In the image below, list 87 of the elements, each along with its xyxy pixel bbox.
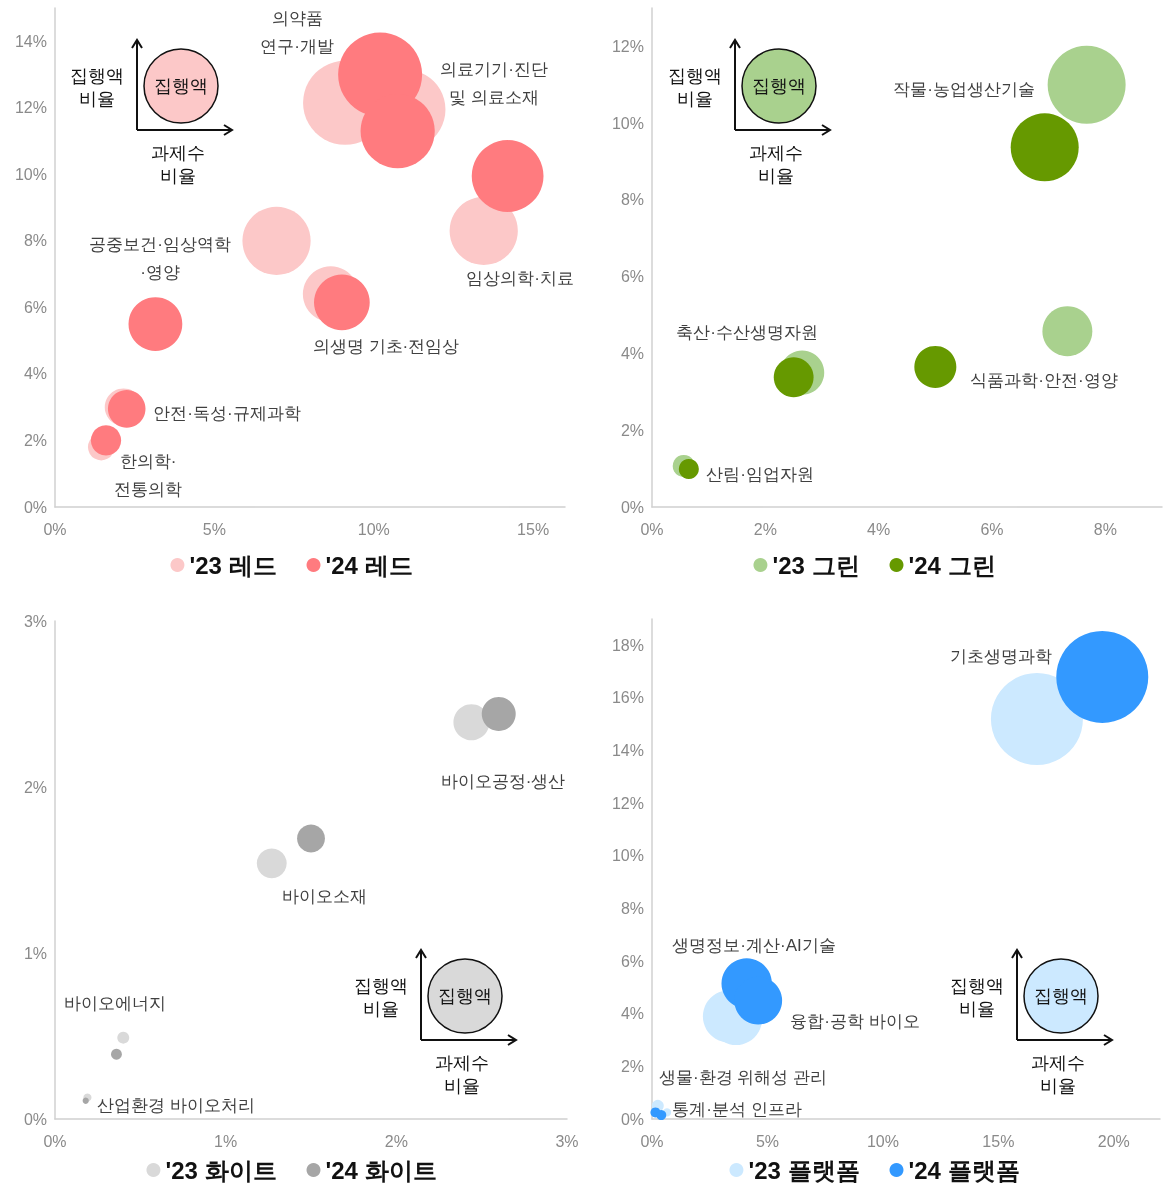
x-tick-label: 5% [202, 520, 226, 538]
annotation: 작물·농업생산기술 [893, 79, 1035, 99]
annotation: 바이오공정·생산 [440, 771, 566, 791]
annotation: 통계·분석 인프라 [672, 1099, 802, 1119]
y-tick-label: 0% [620, 1110, 644, 1128]
annotation: 의약품 연구·개발 [260, 8, 334, 56]
annotation: 바이오소재 [281, 886, 367, 906]
annotation: 바이오에너지 [64, 993, 166, 1013]
x-tick-label: 10% [866, 1132, 899, 1150]
x-tick-label: 10% [357, 520, 390, 538]
x-tick-label: 2% [384, 1132, 408, 1150]
y-tick-label: 2% [23, 778, 47, 796]
y-tick-label: 6% [620, 952, 644, 970]
y-tick-label: 0% [620, 498, 644, 516]
y-tick-label: 2% [620, 421, 644, 439]
legend-label: '23 레드 [189, 551, 277, 579]
annotation: 산업환경 바이오처리 [97, 1095, 255, 1115]
annotation: 집행액 비율 [70, 65, 124, 111]
y-tick-label: 8% [620, 899, 644, 917]
y-tick-label: 12% [14, 99, 47, 117]
y-tick-label: 2% [620, 1057, 644, 1075]
x-tick-label: 20% [1097, 1132, 1130, 1150]
annotation: 집행액 비율 [950, 975, 1004, 1021]
legend-label: '24 플랫폼 [908, 1156, 1020, 1184]
y-tick-label: 10% [14, 165, 47, 183]
y-tick-label: 10% [611, 114, 644, 132]
y-tick-label: 2% [23, 431, 47, 449]
y-tick-label: 8% [620, 191, 644, 209]
y-tick-label: 10% [611, 847, 644, 865]
annotation: 산림·임업자원 [706, 464, 814, 484]
legend-label: '23 플랫폼 [748, 1156, 860, 1184]
annotation: 집행액 비율 [668, 65, 722, 111]
y-tick-label: 14% [14, 32, 47, 50]
annotation: 안전·독성·규제과학 [153, 403, 301, 423]
y-tick-label: 12% [611, 37, 644, 55]
annotation: 생물·환경 위해성 관리 [658, 1067, 828, 1087]
annotation: 집행액 [1034, 984, 1088, 1008]
y-tick-label: 12% [611, 794, 644, 812]
x-tick-label: 0% [43, 1132, 67, 1150]
x-tick-label: 2% [753, 520, 777, 538]
annotation: 의료기기·진단 및 의료소재 [440, 59, 548, 107]
x-tick-label: 1% [214, 1132, 238, 1150]
annotation: 의생명 기초·전임상 [312, 336, 460, 356]
y-tick-label: 16% [611, 689, 644, 707]
legend-label: '23 그린 [772, 551, 860, 579]
annotation: 임상의학·치료 [466, 268, 574, 288]
annotation: 과제수 비율 [749, 142, 803, 188]
y-tick-label: 4% [23, 365, 47, 383]
annotation: 집행액 [752, 74, 806, 98]
y-tick-label: 0% [23, 498, 47, 516]
x-tick-label: 0% [640, 520, 664, 538]
legend-label: '24 그린 [908, 551, 996, 579]
annotation: 기초생명과학 [950, 646, 1052, 666]
x-tick-label: 0% [43, 520, 67, 538]
y-tick-label: 18% [611, 636, 644, 654]
y-tick-label: 4% [620, 344, 644, 362]
annotation: 한의학· 전통의학 [114, 451, 182, 499]
y-tick-label: 0% [23, 1110, 47, 1128]
legend-label: '23 화이트 [165, 1156, 277, 1184]
y-tick-label: 8% [23, 232, 47, 250]
annotation: 과제수 비율 [1031, 1052, 1085, 1098]
annotation: 집행액 비율 [354, 975, 408, 1021]
annotation: 축산·수산생명자원 [676, 322, 818, 342]
x-tick-label: 8% [1093, 520, 1117, 538]
x-tick-label: 5% [755, 1132, 780, 1150]
annotation: 생명정보·계산·AI기술 [672, 935, 836, 955]
y-tick-label: 6% [23, 298, 47, 316]
x-tick-label: 3% [555, 1132, 579, 1150]
x-tick-label: 6% [980, 520, 1004, 538]
legend-label: '24 레드 [325, 551, 413, 579]
x-tick-label: 15% [517, 520, 550, 538]
annotation: 집행액 [438, 984, 492, 1008]
annotation: 과제수 비율 [151, 142, 205, 188]
annotation: 과제수 비율 [435, 1052, 489, 1098]
y-tick-label: 14% [611, 742, 644, 760]
annotation: 집행액 [154, 74, 208, 98]
annotation: 융합·공학 바이오 [790, 1011, 920, 1031]
annotation: 식품과학·안전·영양 [970, 370, 1118, 390]
y-tick-label: 4% [620, 1005, 644, 1023]
x-tick-label: 15% [982, 1132, 1015, 1150]
x-tick-label: 4% [867, 520, 891, 538]
y-tick-label: 3% [23, 612, 47, 630]
y-tick-label: 6% [620, 268, 644, 286]
annotation: 공중보건·임상역학 ·영양 [89, 234, 231, 282]
legend-label: '24 화이트 [325, 1156, 437, 1184]
x-tick-label: 0% [640, 1132, 664, 1150]
y-tick-label: 1% [23, 944, 47, 962]
